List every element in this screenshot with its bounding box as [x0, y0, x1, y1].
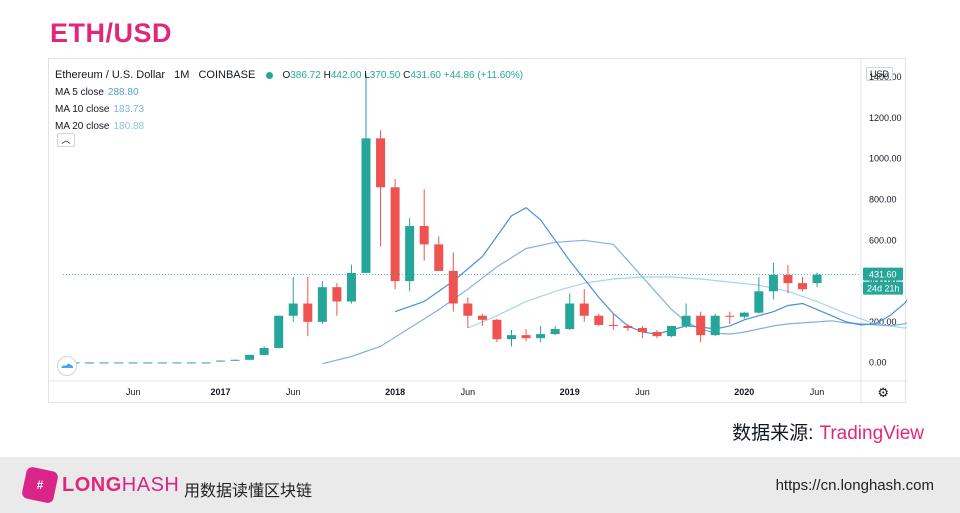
gear-icon[interactable]: ⚙ — [877, 385, 889, 400]
candle-body — [317, 287, 327, 322]
candle-body — [798, 283, 807, 290]
candle-body — [594, 315, 604, 325]
candle-body — [128, 362, 138, 364]
x-tick-label: 2020 — [734, 387, 754, 397]
y-tick-label: 400.00 — [869, 276, 897, 286]
candle-body — [652, 332, 662, 337]
chart-panel[interactable]: 1400.00 1200.00 1000.00 800.00 600.00 400.00 2… — [48, 58, 907, 404]
ma20-line — [467, 276, 907, 329]
candle-body — [186, 362, 196, 364]
candle-body — [85, 362, 95, 364]
candle-body — [405, 226, 415, 282]
candle-body — [768, 274, 778, 292]
y-tick-label: 200.00 — [869, 317, 897, 327]
candle-body — [376, 138, 386, 188]
x-tick-label: Jun — [286, 387, 301, 397]
chart-legend: Ethereum / U.S. Dollar 1M COINBASE O386.… — [55, 67, 523, 135]
source-brand: TradingView — [819, 423, 924, 444]
candle-body — [216, 360, 225, 362]
countdown-value: 24d 21h — [867, 284, 900, 294]
countdown-badge — [863, 281, 903, 295]
candle-body — [710, 315, 720, 336]
candle-body — [274, 315, 284, 348]
footer-url[interactable]: https://cn.longhash.com — [775, 477, 934, 494]
candle-body — [696, 315, 706, 336]
x-tick-label: Jun — [126, 387, 141, 397]
candle-body — [725, 315, 735, 317]
candle-body — [550, 329, 560, 335]
candle-body — [245, 354, 255, 360]
candle-body — [434, 244, 444, 271]
candle-body — [303, 303, 313, 322]
candle-body — [565, 303, 575, 329]
candle-body — [288, 303, 298, 316]
candle-body — [99, 362, 109, 364]
candle-body — [812, 274, 822, 284]
candle-body — [667, 325, 677, 337]
x-tick-label: 2017 — [210, 387, 230, 397]
last-price-value: 431.60 — [869, 270, 897, 280]
footer-bar: # LONGHASH 用数据读懂区块链 https://cn.longhash.… — [0, 457, 960, 513]
candle-body — [448, 270, 458, 304]
candle-body — [507, 335, 516, 340]
candle-body — [157, 362, 167, 364]
caret-up-icon[interactable]: ︿ — [57, 133, 75, 147]
candle-body — [739, 312, 749, 317]
x-tick-label: Jun — [810, 387, 825, 397]
ma10-legend[interactable]: MA 10 close 183.73 — [55, 104, 145, 115]
footer-slogan: 用数据读懂区块链 — [184, 483, 313, 500]
candle-body — [419, 226, 429, 245]
footer-brand: LONGHASH — [62, 474, 180, 496]
y-tick-label: 800.00 — [869, 195, 897, 205]
candlestick-chart[interactable]: 1400.001200.001000.00800.00600.00400.002… — [49, 59, 907, 404]
ohlc-values: O386.72 H442.00 L370.50 C431.60 +44.86 (… — [282, 70, 524, 81]
page-title: ETH/USD — [50, 18, 173, 48]
candle-body — [623, 325, 633, 328]
candle-body — [259, 347, 269, 355]
candle-body — [754, 291, 764, 313]
x-tick-label: Jun — [635, 387, 650, 397]
y-tick-label: 1200.00 — [869, 113, 902, 123]
y-tick-label: 600.00 — [869, 235, 897, 245]
candle-body — [346, 272, 356, 302]
candle-body — [390, 187, 400, 282]
candle-body — [536, 334, 546, 339]
candle-body — [681, 315, 691, 326]
y-tick-label: 1000.00 — [869, 154, 902, 164]
logo-mark: # — [36, 478, 44, 492]
ma5-legend[interactable]: MA 5 close 288.80 — [55, 87, 139, 98]
candle-body — [579, 303, 589, 316]
candle-body — [521, 335, 531, 339]
exchange-label: COINBASE — [198, 69, 256, 81]
candle-body — [463, 303, 473, 316]
symbol-name: Ethereum / U.S. Dollar — [55, 69, 166, 81]
candle-body — [361, 138, 371, 273]
interval-label: 1M — [174, 69, 190, 81]
tradingview-logo-icon[interactable] — [57, 356, 77, 376]
data-source: 数据来源: TradingView — [732, 423, 924, 444]
last-price-badge — [863, 267, 903, 281]
x-tick-label: 2019 — [560, 387, 580, 397]
candle-body — [114, 362, 124, 364]
y-tick-label: 0.00 — [869, 358, 887, 368]
candle-body — [201, 362, 211, 364]
candle-body — [143, 362, 153, 364]
x-tick-label: 2018 — [385, 387, 405, 397]
currency-button[interactable]: USD — [865, 67, 893, 81]
market-status-dot-icon — [266, 71, 274, 79]
ma20-legend[interactable]: MA 20 close 180.88 — [55, 121, 145, 132]
candle-body — [477, 315, 487, 320]
candle-body — [608, 324, 618, 326]
y-tick-label: 1400.00 — [869, 72, 902, 82]
candle-body — [492, 319, 502, 340]
x-tick-label: Jun — [461, 387, 476, 397]
candle-body — [230, 359, 240, 361]
candle-body — [332, 287, 342, 302]
candle-body — [637, 327, 647, 333]
symbol-header[interactable]: Ethereum / U.S. Dollar 1M COINBASE O386.… — [55, 67, 523, 84]
candle-body — [783, 274, 793, 284]
candle-body — [172, 362, 182, 364]
